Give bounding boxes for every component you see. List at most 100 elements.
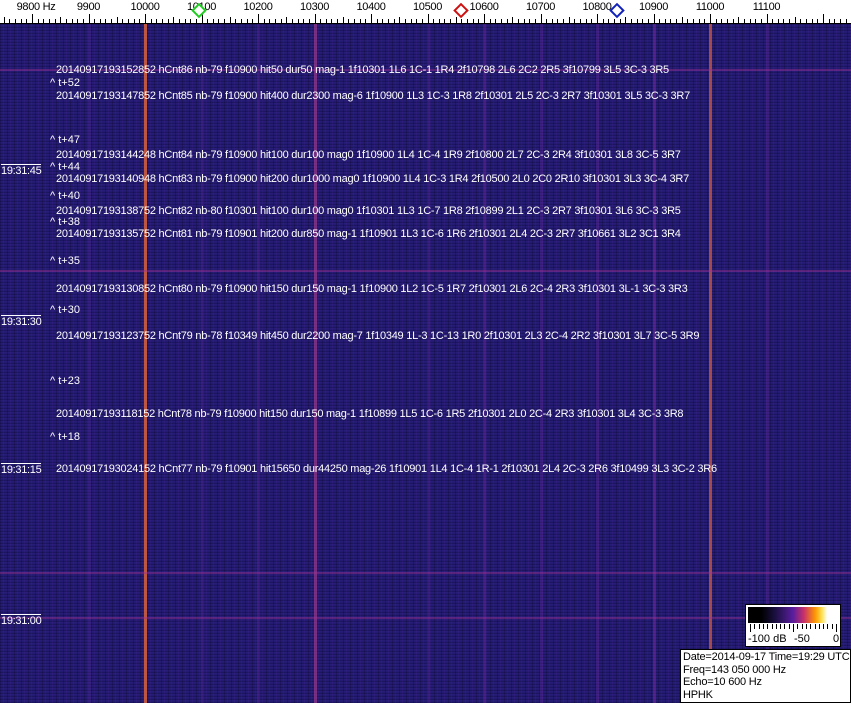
- signal-line: [313, 24, 317, 703]
- axis-tick: [721, 19, 723, 23]
- spectrogram-waterfall: [0, 24, 851, 703]
- event-line: 20140917193140948 hCnt83 nb-79 f10900 hi…: [56, 173, 689, 185]
- axis-tick: [636, 19, 638, 23]
- axis-tick: [65, 19, 67, 23]
- axis-tick: [48, 19, 50, 23]
- axis-tick: [574, 19, 576, 23]
- signal-line: [483, 24, 486, 703]
- time-offset-label: ^ t+40: [50, 190, 80, 202]
- time-offset-label: ^ t+44: [50, 161, 80, 173]
- axis-tick: [534, 19, 536, 23]
- axis-tick: [99, 19, 101, 23]
- axis-tick: [15, 19, 17, 23]
- axis-tick: [664, 19, 666, 23]
- axis-tick: [263, 19, 265, 23]
- axis-tick: [540, 14, 542, 23]
- scale-tick: [823, 624, 825, 629]
- axis-tick: [625, 17, 627, 23]
- signal-line: [765, 24, 769, 703]
- axis-tick: [517, 19, 519, 23]
- horizontal-trace: [0, 617, 851, 619]
- time-offset-label: ^ t+47: [50, 134, 80, 146]
- axis-label: 10900: [638, 1, 669, 13]
- axis-tick: [444, 19, 446, 23]
- axis-tick: [297, 19, 299, 23]
- axis-tick: [150, 19, 152, 23]
- axis-tick: [613, 19, 615, 23]
- axis-tick: [676, 19, 678, 23]
- axis-tick: [308, 19, 310, 23]
- axis-tick: [291, 19, 293, 23]
- axis-label: 9900: [76, 1, 101, 13]
- scale-tick: [801, 624, 803, 629]
- axis-tick: [726, 19, 728, 23]
- axis-tick: [772, 19, 774, 23]
- horizontal-trace: [0, 69, 851, 71]
- axis-tick: [320, 19, 322, 23]
- axis-tick: [450, 19, 452, 23]
- axis-tick: [32, 14, 33, 23]
- axis-label: 11000: [695, 1, 725, 13]
- axis-tick: [828, 19, 830, 23]
- axis-tick: [500, 19, 502, 23]
- scale-tick: [814, 624, 816, 629]
- axis-tick: [246, 19, 248, 23]
- axis-tick: [529, 19, 531, 23]
- axis-tick: [404, 19, 406, 23]
- axis-tick: [806, 19, 808, 23]
- axis-tick: [314, 14, 316, 23]
- axis-tick: [823, 14, 824, 23]
- axis-tick: [551, 19, 553, 23]
- time-label: 19:31:15: [1, 463, 42, 476]
- axis-tick: [647, 19, 649, 23]
- axis-tick: [416, 19, 418, 23]
- axis-tick: [693, 19, 695, 23]
- axis-tick: [145, 14, 146, 23]
- axis-tick: [88, 14, 90, 23]
- time-offset-label: ^ t+52: [50, 77, 80, 89]
- axis-tick: [557, 19, 559, 23]
- axis-tick: [212, 19, 214, 23]
- signal-line: [652, 24, 656, 703]
- scale-label-min: -100 dB: [748, 633, 787, 645]
- axis-tick: [280, 19, 282, 23]
- scale-label-mid: -50: [794, 633, 810, 645]
- axis-tick: [760, 19, 762, 23]
- axis-tick: [387, 19, 389, 23]
- scale-tick: [758, 624, 760, 629]
- axis-tick: [105, 19, 107, 23]
- axis-label: 11100: [752, 1, 781, 13]
- horizontal-trace: [0, 270, 851, 272]
- signal-line: [709, 24, 712, 703]
- axis-tick: [195, 19, 197, 23]
- axis-tick: [495, 19, 497, 23]
- axis-tick: [749, 19, 751, 23]
- axis-tick: [506, 19, 508, 23]
- axis-tick: [427, 14, 429, 23]
- axis-label: 10500: [412, 1, 443, 13]
- axis-tick: [133, 19, 135, 23]
- red-frequency-marker[interactable]: [453, 2, 470, 19]
- scale-tick: [797, 624, 799, 629]
- axis-tick: [839, 19, 841, 23]
- axis-tick: [139, 19, 141, 23]
- signal-line: [200, 24, 204, 703]
- axis-tick: [3, 17, 5, 23]
- signal-line: [144, 24, 147, 703]
- axis-tick: [241, 19, 243, 23]
- axis-tick: [794, 17, 796, 23]
- axis-tick: [738, 17, 740, 23]
- axis-tick: [461, 19, 463, 23]
- axis-tick: [303, 19, 305, 23]
- axis-tick: [585, 19, 587, 23]
- axis-label: 10700: [525, 1, 556, 13]
- axis-tick: [376, 19, 378, 23]
- event-line: 20140917193118152 hCnt78 nb-79 f10900 hi…: [56, 408, 684, 420]
- info-frequency: Freq=143 050 000 Hz: [683, 663, 786, 676]
- horizontal-trace: [0, 572, 851, 574]
- color-gradient-bar: [748, 607, 838, 623]
- signal-line: [87, 24, 91, 703]
- scale-tick: [775, 624, 777, 629]
- axis-tick: [715, 19, 717, 23]
- axis-tick: [800, 19, 802, 23]
